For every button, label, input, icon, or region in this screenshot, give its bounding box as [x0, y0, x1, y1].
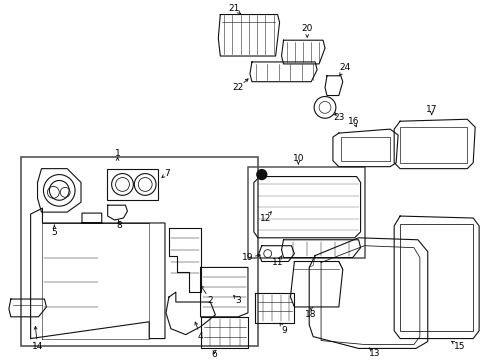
Text: 15: 15 [453, 342, 464, 351]
Text: 1: 1 [115, 149, 120, 158]
Bar [399, 127, 467, 163]
Text: 10: 10 [292, 154, 304, 163]
Text: 7: 7 [164, 169, 169, 178]
Bar [340, 137, 389, 161]
Text: 19: 19 [242, 253, 253, 262]
Bar [247, 167, 364, 257]
Text: 14: 14 [32, 342, 43, 351]
Text: 13: 13 [368, 349, 379, 358]
Bar [20, 157, 257, 346]
Text: 9: 9 [281, 326, 287, 335]
Text: 20: 20 [301, 24, 312, 33]
Text: 8: 8 [117, 221, 122, 230]
Text: 17: 17 [425, 105, 437, 114]
Text: 4: 4 [197, 332, 203, 341]
Text: 12: 12 [260, 213, 271, 222]
Text: 18: 18 [305, 310, 316, 319]
Text: 2: 2 [207, 296, 213, 305]
Text: 3: 3 [235, 296, 241, 305]
Circle shape [256, 170, 266, 180]
Text: 6: 6 [211, 350, 217, 359]
Text: 22: 22 [232, 83, 243, 92]
Text: 5: 5 [51, 228, 57, 237]
Text: 23: 23 [332, 113, 344, 122]
Text: 24: 24 [339, 63, 350, 72]
Bar [106, 168, 158, 200]
Text: 21: 21 [228, 4, 239, 13]
Text: 11: 11 [271, 258, 283, 267]
Text: 16: 16 [347, 117, 359, 126]
Bar [399, 224, 472, 330]
